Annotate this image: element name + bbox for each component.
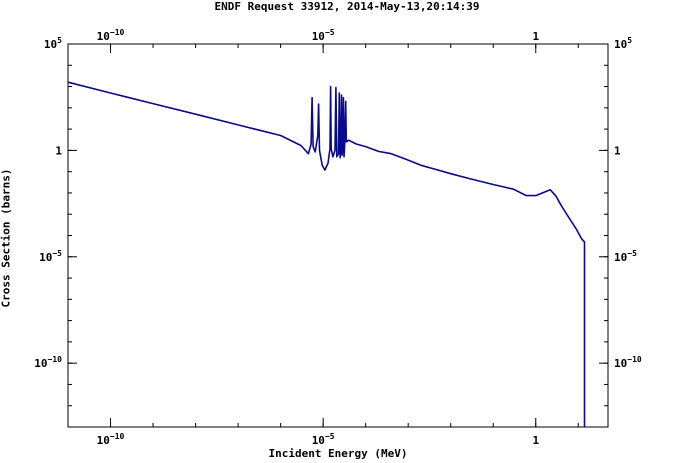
plot-frame <box>67 43 609 428</box>
y-tick-label: 105 <box>44 36 62 51</box>
x-tick-label: 10−10 <box>97 432 125 447</box>
tick-labels: 10−10 10−10 10−5 10−5 1 1 105 105 1 1 10−5 10−5 10−1… <box>34 28 642 447</box>
y-tick-label-right: 105 <box>614 36 632 51</box>
y-tick-label: 1 <box>55 144 62 157</box>
major-ticks <box>68 43 608 427</box>
x-tick-label-top: 10−10 <box>97 28 125 43</box>
y-tick-label: 10−5 <box>39 249 62 264</box>
y-axis-label: Cross Section (barns) <box>0 168 13 308</box>
minor-ticks <box>67 43 608 428</box>
chart-title: ENDF Request 33912, 2014-May-13,20:14:39 <box>214 0 480 13</box>
x-axis-label: Incident Energy (MeV) <box>268 447 408 460</box>
y-tick-label-right: 10−5 <box>614 249 637 264</box>
x-tick-label-top: 10−5 <box>312 28 335 43</box>
cross-section-line <box>67 81 586 427</box>
y-tick-label: 10−10 <box>34 355 62 370</box>
x-tick-label: 1 <box>532 434 539 447</box>
x-tick-label: 10−5 <box>312 432 335 447</box>
y-tick-label-right: 10−10 <box>614 355 642 370</box>
y-tick-label-right: 1 <box>614 144 621 157</box>
x-tick-label-top: 1 <box>532 30 539 43</box>
